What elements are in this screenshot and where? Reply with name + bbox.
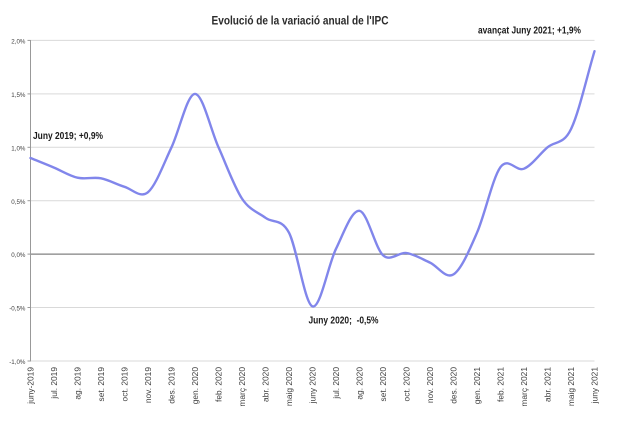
svg-text:març 2021: març 2021 — [519, 367, 529, 407]
svg-text:feb. 2021: feb. 2021 — [496, 367, 506, 402]
svg-text:nov. 2019: nov. 2019 — [143, 367, 153, 404]
svg-text:-0,5%: -0,5% — [9, 306, 26, 313]
svg-text:Evolució de la variació anual: Evolució de la variació anual de l'IPC — [212, 14, 389, 28]
svg-text:maig 2021: maig 2021 — [566, 367, 576, 406]
svg-text:nov. 2020: nov. 2020 — [425, 367, 435, 404]
svg-text:2,0%: 2,0% — [11, 39, 26, 46]
svg-text:Juny 2020; -0,5%: Juny 2020; -0,5% — [309, 316, 379, 327]
svg-text:1,0%: 1,0% — [11, 145, 26, 152]
svg-text:-1,0%: -1,0% — [9, 359, 26, 366]
svg-text:ag. 2020: ag. 2020 — [355, 367, 365, 400]
svg-text:set. 2020: set. 2020 — [378, 367, 388, 402]
svg-text:maig 2020: maig 2020 — [284, 367, 294, 406]
svg-text:oct. 2020: oct. 2020 — [402, 367, 412, 402]
svg-text:març 2020: març 2020 — [237, 367, 247, 407]
svg-text:ag. 2019: ag. 2019 — [73, 367, 83, 400]
svg-text:des. 2019: des. 2019 — [167, 367, 177, 404]
svg-text:oct. 2019: oct. 2019 — [120, 367, 130, 402]
svg-text:gen. 2021: gen. 2021 — [472, 367, 482, 405]
svg-text:feb. 2020: feb. 2020 — [214, 367, 224, 402]
svg-text:juny 2021: juny 2021 — [590, 367, 600, 405]
svg-text:1,5%: 1,5% — [11, 92, 26, 99]
svg-text:jul. 2019: jul. 2019 — [49, 367, 59, 400]
svg-text:abr. 2020: abr. 2020 — [261, 367, 271, 402]
svg-text:gen. 2020: gen. 2020 — [190, 367, 200, 405]
svg-text:avançat Juny 2021; +1,9%: avançat Juny 2021; +1,9% — [478, 26, 581, 37]
svg-text:abr. 2021: abr. 2021 — [543, 367, 553, 402]
svg-text:Juny 2019; +0,9%: Juny 2019; +0,9% — [33, 131, 103, 142]
svg-text:juny-2019: juny-2019 — [26, 367, 36, 405]
svg-text:jul. 2020: jul. 2020 — [331, 367, 341, 400]
svg-text:des. 2020: des. 2020 — [449, 367, 459, 404]
svg-text:set. 2019: set. 2019 — [96, 367, 106, 402]
svg-text:juny 2020: juny 2020 — [308, 367, 318, 405]
svg-text:0,5%: 0,5% — [11, 199, 26, 206]
svg-text:0,0%: 0,0% — [11, 252, 26, 259]
